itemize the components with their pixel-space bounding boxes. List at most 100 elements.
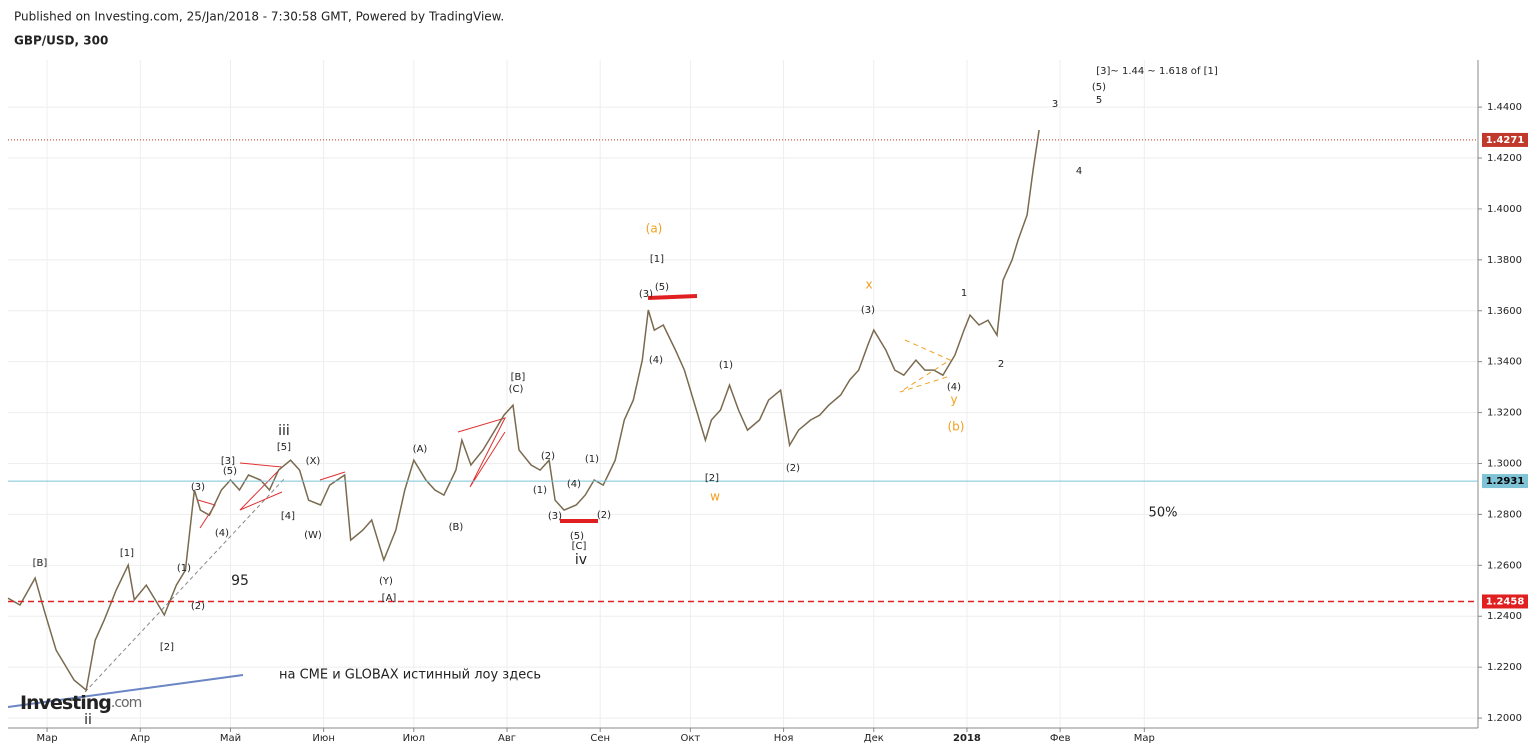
x-tick-label: Фев [1050,733,1071,744]
wave-label: (1) [177,563,191,574]
wave-label: (X) [306,456,321,467]
y-tick-label: 1.2200 [1487,662,1522,673]
y-tick-label: 1.3600 [1487,306,1522,317]
wave-label: (4) [567,479,581,490]
wave-label: (B) [449,522,464,533]
wave-label: [C] [572,541,587,552]
wave-label: y [950,393,957,407]
triangle [899,339,952,393]
wave-label: [B] [511,372,526,383]
wave-label: ii [84,712,92,728]
trend-line [84,477,286,693]
symbol: GBP/USD, 300 [14,34,108,48]
wave-label: (4) [947,382,961,393]
wave-label: (1) [533,485,547,496]
y-tick-label: 1.3200 [1487,408,1522,419]
x-tick-label: Окт [681,733,701,744]
wave-label: [2] [160,642,174,653]
logo-suffix: .com [111,695,142,711]
wave-label: (1) [719,360,733,371]
wave-label: iv [575,552,587,568]
x-tick-label: Мар [1134,733,1155,744]
wave-label: (5) [655,282,669,293]
wave-label: [2] [705,473,719,484]
wave-label: [1] [650,254,664,265]
wave-label: (2) [191,601,205,612]
wave-label: [3]~ 1.44 ~ 1.618 of [1] [1096,66,1218,77]
x-tick-label: Сен [590,733,610,744]
wave-label: 50% [1149,506,1178,521]
y-tick-label: 1.4400 [1487,102,1522,113]
wave-label: [3] [221,456,235,467]
wave-label: (b) [948,420,965,434]
trend-line [7,674,244,708]
wave-label: (3) [191,482,205,493]
wave-label: (3) [548,511,562,522]
wave-label: (3) [861,305,875,316]
wave-label: 95 [231,573,249,589]
wave-label: (2) [541,451,555,462]
x-tick-label: Июл [403,733,425,744]
wave-label: [5] [277,442,291,453]
wave-label: (2) [786,463,800,474]
wave-label: (W) [304,530,322,541]
wave-label: (4) [215,528,229,539]
y-tick-label: 1.2400 [1487,611,1522,622]
x-tick-label: Июн [312,733,334,744]
logo-main: Investing [20,692,111,714]
price-line-series [7,129,1040,692]
x-tick-label: Апр [130,733,150,744]
wave-label: x [865,278,872,292]
wave-label: (Y) [379,576,393,587]
grid [8,60,1478,728]
wave-label: 2 [998,359,1004,370]
wave-label: iii [278,423,290,439]
wave-label: (2) [597,510,611,521]
wave-label: (A) [413,444,428,455]
price-box [1482,132,1528,147]
wave-label: (C) [509,384,524,395]
wave-label: [4] [281,511,295,522]
wave-label: 4 [1076,166,1082,177]
wave-label: 1 [961,288,967,299]
wave-label: [A] [382,593,397,604]
x-tick-label: Дек [864,733,884,744]
price-label: 1.4271 [1486,135,1525,146]
wave-label: 3 [1052,99,1058,110]
price-box [1482,594,1528,609]
wave-label: [1] [120,548,134,559]
x-tick-label: Мар [37,733,58,744]
wave-label: (1) [585,454,599,465]
wave-label: (a) [646,222,663,236]
y-tick-label: 1.3000 [1487,458,1522,469]
y-tick-label: 1.3400 [1487,357,1522,368]
y-tick-label: 1.4000 [1487,204,1522,215]
wave-label: (4) [649,355,663,366]
y-tick-label: 1.2600 [1487,560,1522,571]
wave-label: [B] [33,558,48,569]
level-bar [647,294,698,300]
wave-label: (5) [223,466,237,477]
price-label: 1.2931 [1486,476,1525,487]
x-tick-label: 2018 [953,733,981,744]
wave-label: (5) [1092,82,1106,93]
x-tick-label: Авг [498,733,516,744]
wedge [319,471,346,481]
y-tick-label: 1.4200 [1487,153,1522,164]
y-tick-label: 1.3800 [1487,255,1522,266]
wedge [239,462,284,511]
wave-label: (5) [570,531,584,542]
plot [7,129,1040,692]
published-note: Published on Investing.com, 25/Jan/2018 … [14,10,504,24]
logo: Investing.com [20,692,142,714]
drawings [7,294,952,708]
x-tick-label: Ноя [774,733,794,744]
wave-label: на CME и GLOBAX истинный лоу здесь [279,668,541,683]
price-box [1482,474,1528,489]
wave-label: w [710,490,720,504]
y-tick-label: 1.2800 [1487,509,1522,520]
x-tick-label: Май [220,733,241,744]
price-label: 1.2458 [1486,596,1525,607]
wave-label: 5 [1096,95,1102,106]
